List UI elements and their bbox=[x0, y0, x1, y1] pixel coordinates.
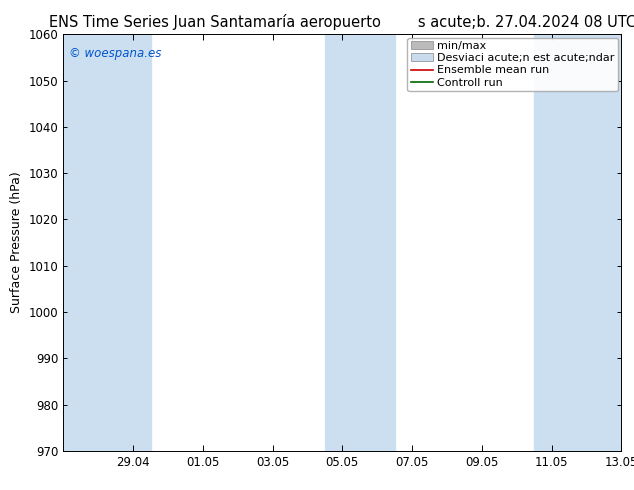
Legend: min/max, Desviaci acute;n est acute;ndar, Ensemble mean run, Controll run: min/max, Desviaci acute;n est acute;ndar… bbox=[407, 38, 618, 91]
Bar bbox=[325, 34, 394, 451]
Title: ENS Time Series Juan Santamaría aeropuerto        s acute;b. 27.04.2024 08 UTC: ENS Time Series Juan Santamaría aeropuer… bbox=[49, 14, 634, 30]
Y-axis label: Surface Pressure (hPa): Surface Pressure (hPa) bbox=[10, 172, 23, 314]
Text: © woespana.es: © woespana.es bbox=[69, 47, 162, 60]
Bar bbox=[63, 34, 150, 451]
Bar bbox=[534, 34, 621, 451]
